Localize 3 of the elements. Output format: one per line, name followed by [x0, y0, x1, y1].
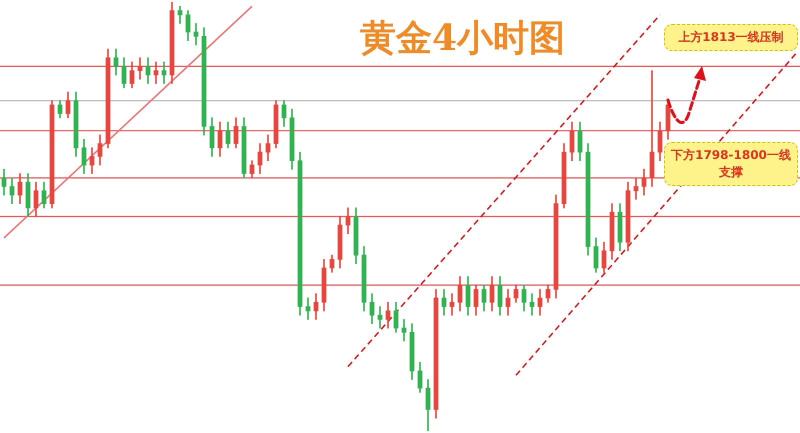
annotation: 下方1798-1800一线支撑 [664, 142, 798, 186]
annotation: 上方1813一线压制 [664, 24, 798, 51]
text: 黄金4小时图 [360, 16, 566, 61]
